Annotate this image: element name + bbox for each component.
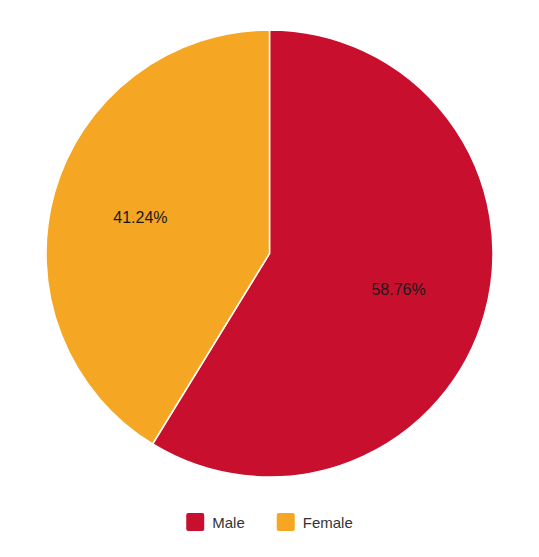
data-labels: 58.76% 41.24%	[113, 209, 425, 299]
chart-svg: 58.76% 41.24% Male Female	[0, 0, 539, 557]
legend-label: Male	[212, 514, 245, 531]
data-label: 58.76%	[371, 281, 425, 298]
pie-slice	[46, 30, 270, 444]
legend: Male Female	[186, 513, 353, 531]
slices	[46, 30, 493, 477]
data-label: 41.24%	[113, 209, 167, 226]
legend-label: Female	[303, 514, 353, 531]
legend-swatch	[277, 513, 295, 531]
legend-swatch	[186, 513, 204, 531]
chart-container: 58.76% 41.24% Male Female	[0, 0, 539, 557]
